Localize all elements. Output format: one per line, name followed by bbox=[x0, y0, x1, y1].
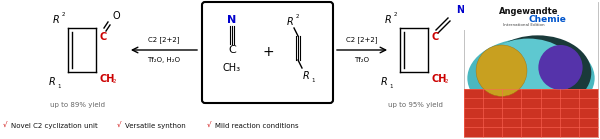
Text: 1: 1 bbox=[389, 85, 393, 90]
Text: up to 95% yield: up to 95% yield bbox=[388, 102, 442, 108]
Text: R: R bbox=[380, 77, 388, 87]
Text: Novel C2 cyclization unit: Novel C2 cyclization unit bbox=[11, 123, 98, 129]
Text: R: R bbox=[287, 17, 293, 27]
Text: Versatile synthon: Versatile synthon bbox=[125, 123, 186, 129]
Text: up to 89% yield: up to 89% yield bbox=[50, 102, 106, 108]
Text: Tf₂O: Tf₂O bbox=[355, 57, 370, 63]
FancyBboxPatch shape bbox=[464, 2, 598, 137]
Ellipse shape bbox=[484, 35, 592, 110]
Text: +: + bbox=[262, 45, 274, 59]
Text: N: N bbox=[227, 15, 236, 25]
Text: CH: CH bbox=[432, 74, 448, 84]
Text: –Tf: –Tf bbox=[466, 7, 476, 13]
Text: International Edition: International Edition bbox=[503, 23, 545, 27]
Text: 1: 1 bbox=[57, 85, 61, 90]
Text: 2: 2 bbox=[393, 13, 397, 18]
Text: √: √ bbox=[207, 123, 211, 129]
Text: N: N bbox=[456, 5, 464, 15]
Text: C2 [2+2]: C2 [2+2] bbox=[148, 37, 180, 43]
Text: √: √ bbox=[117, 123, 121, 129]
Text: R: R bbox=[385, 15, 391, 25]
Text: R: R bbox=[302, 71, 310, 81]
Text: C: C bbox=[100, 32, 107, 42]
Text: Mild reaction conditions: Mild reaction conditions bbox=[215, 123, 299, 129]
Text: Chemie: Chemie bbox=[528, 14, 566, 23]
Text: CH₃: CH₃ bbox=[223, 63, 241, 73]
Text: R: R bbox=[53, 15, 59, 25]
Text: 2: 2 bbox=[112, 79, 116, 84]
Text: Tf₂O, H₂O: Tf₂O, H₂O bbox=[148, 57, 181, 63]
Text: C: C bbox=[432, 32, 439, 42]
Text: 2: 2 bbox=[295, 14, 299, 19]
Text: CH: CH bbox=[100, 74, 115, 84]
Text: 2: 2 bbox=[61, 13, 65, 18]
Text: 2: 2 bbox=[444, 79, 448, 84]
Text: C2 [2+2]: C2 [2+2] bbox=[346, 37, 378, 43]
FancyBboxPatch shape bbox=[202, 2, 333, 103]
Text: C: C bbox=[228, 45, 236, 55]
Ellipse shape bbox=[538, 45, 583, 90]
Text: R: R bbox=[49, 77, 55, 87]
Ellipse shape bbox=[476, 45, 527, 96]
Ellipse shape bbox=[467, 38, 595, 118]
Text: 1: 1 bbox=[311, 78, 315, 83]
Ellipse shape bbox=[481, 39, 575, 103]
Bar bbox=[464, 89, 598, 137]
Text: Angewandte: Angewandte bbox=[499, 7, 558, 16]
Text: √: √ bbox=[3, 123, 7, 129]
Text: O: O bbox=[112, 11, 120, 21]
Bar bbox=[464, 2, 598, 30]
